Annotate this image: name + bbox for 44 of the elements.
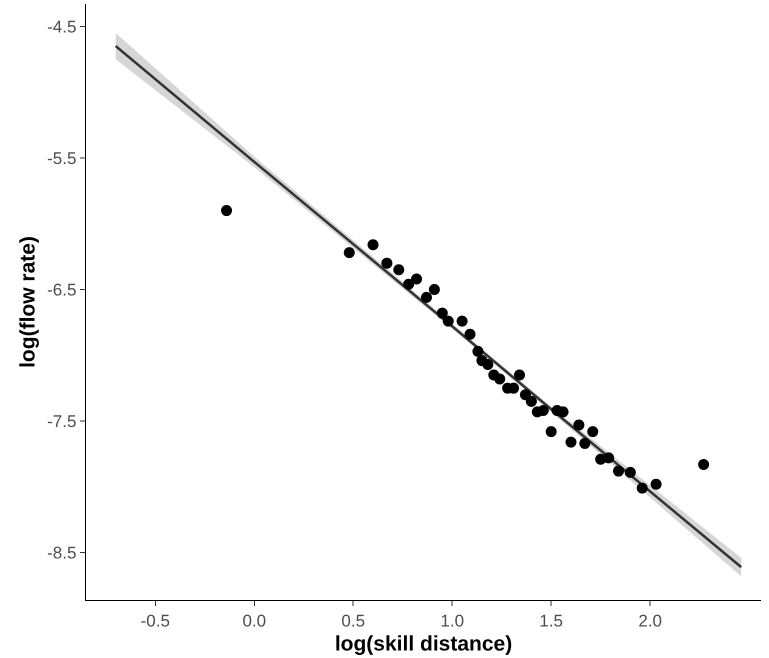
x-tick-label: 0.0 [242,612,266,631]
point [472,346,484,357]
point [624,466,636,478]
y-axis-title: log(flow rate) [16,236,40,368]
point [494,373,506,384]
y-tick-label: -6.5 [47,280,76,300]
x-tick-label: 0.5 [341,612,366,631]
point [558,406,569,418]
point [698,458,710,470]
y-tick-label: -7.5 [47,412,76,432]
y-tick-label: -5.5 [47,148,76,168]
x-tick-label: 2.0 [638,612,662,631]
point [526,396,537,407]
point [456,316,468,327]
point [579,438,590,449]
point [442,316,454,327]
point [482,358,494,370]
point [428,284,440,295]
point [612,466,624,477]
point [538,405,549,416]
point [393,264,404,276]
x-tick-label: 1.5 [539,612,563,631]
point [464,328,476,340]
x-tick-label: 1.0 [440,612,464,631]
point [436,308,448,319]
y-tick-label: -4.5 [47,17,76,36]
point [420,292,432,303]
point [403,278,414,290]
point [546,426,557,438]
x-tick-label: -0.5 [140,612,170,631]
point [573,420,584,431]
point [221,205,232,216]
point [344,247,355,258]
point [603,452,614,464]
y-tick-label: -8.5 [47,544,76,563]
point [565,436,576,448]
point [636,482,648,494]
point [368,239,379,250]
x-axis-title: log(skill distance) [334,632,512,656]
point [411,273,422,284]
point [587,426,598,438]
point [514,370,525,381]
point [650,478,662,490]
point [381,258,392,269]
